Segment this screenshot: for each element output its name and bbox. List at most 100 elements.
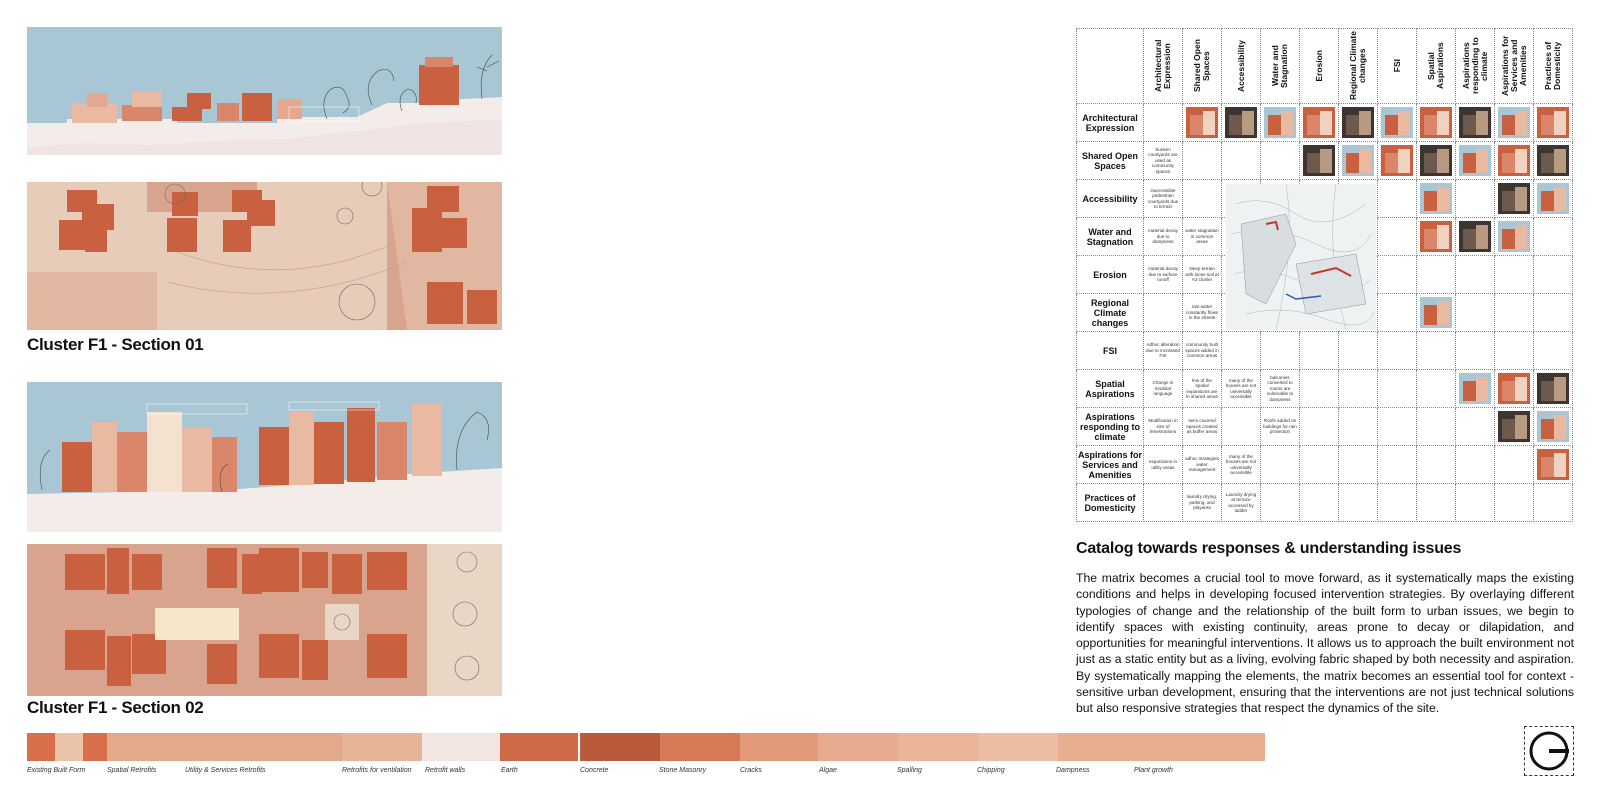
matrix-thumbnail [1420, 145, 1452, 176]
matrix-cell [1299, 445, 1339, 484]
matrix-column-label: FSI [1391, 59, 1402, 73]
matrix-cell: material decay due to dampness [1143, 217, 1183, 256]
matrix-thumbnail [1498, 145, 1530, 176]
matrix-cell [1221, 141, 1261, 180]
matrix-row-header: Aspirations responding to climate [1076, 407, 1144, 446]
matrix-cell-text: water stagnation in common areas [1185, 228, 1219, 245]
matrix-thumbnail [1537, 145, 1569, 176]
matrix-thumbnail [1537, 107, 1569, 138]
matrix-cell [1377, 217, 1417, 256]
matrix-cell: Modification in size of fenestrations [1143, 407, 1183, 446]
section-01-elevation-drawing [27, 27, 502, 155]
matrix-cell [1182, 103, 1222, 142]
matrix-thumbnail [1498, 373, 1530, 404]
matrix-column-label: Shared Open Spaces [1192, 39, 1211, 93]
legend-label: Cracks [740, 767, 762, 774]
matrix-cell-text: steep terrain with loose soil at A3 clus… [1185, 266, 1219, 283]
matrix-cell: semi covered spaces created as buffer ar… [1182, 407, 1222, 446]
matrix-cell [1221, 331, 1261, 370]
matrix-cell [1416, 255, 1456, 294]
matrix-cell [1260, 483, 1300, 522]
matrix-cell [1143, 483, 1183, 522]
matrix-cell [1260, 445, 1300, 484]
matrix-cell [1377, 369, 1417, 408]
matrix-thumbnail [1186, 107, 1218, 138]
matrix-cell [1455, 483, 1495, 522]
matrix-cell [1533, 141, 1573, 180]
legend-label: Retrofits for ventilation [342, 767, 412, 774]
matrix-thumbnail [1459, 221, 1491, 252]
legend-label: Spatial Retrofits [107, 767, 157, 774]
matrix-cell [1533, 103, 1573, 142]
matrix-thumbnail [1420, 183, 1452, 214]
matrix-thumbnail [1381, 145, 1413, 176]
matrix-cell [1533, 407, 1573, 446]
matrix-cell [1299, 483, 1339, 522]
matrix-cell [1455, 369, 1495, 408]
matrix-column-label: Accessibility [1235, 40, 1246, 92]
matrix-row-header: Shared Open Spaces [1076, 141, 1144, 180]
matrix-cell [1494, 445, 1534, 484]
matrix-cell [1338, 483, 1378, 522]
matrix-cell [1455, 103, 1495, 142]
legend-label: Utility & Services Retrofits [185, 767, 266, 774]
matrix-row-header: Water and Stagnation [1076, 217, 1144, 256]
matrix-cell [1299, 141, 1339, 180]
matrix-column-label: Architectural Expression [1153, 39, 1172, 93]
matrix-cell [1338, 445, 1378, 484]
matrix-cell [1494, 407, 1534, 446]
matrix-cell-text: adhoc strategies water management [1185, 456, 1219, 473]
legend-label: Retrofit walls [425, 767, 466, 774]
matrix-cell [1338, 141, 1378, 180]
legend-swatch [660, 733, 740, 761]
matrix-cell [1416, 179, 1456, 218]
matrix-cell [1182, 179, 1222, 218]
matrix-cell [1494, 103, 1534, 142]
matrix-cell: Laundry drying at terrace accessed by la… [1221, 483, 1261, 522]
matrix-cell: expansions in utility areas [1143, 445, 1183, 484]
matrix-cell: balconies converted to rooms are vulnera… [1260, 369, 1300, 408]
matrix-thumbnail [1459, 145, 1491, 176]
matrix-thumbnail [1537, 449, 1569, 480]
matrix-cell [1338, 103, 1378, 142]
matrix-cell [1455, 179, 1495, 218]
matrix-cell [1533, 179, 1573, 218]
matrix-cell [1260, 103, 1300, 142]
matrix-column-label: Aspirations responding to climate [1460, 37, 1489, 95]
matrix-cell [1338, 369, 1378, 408]
section-02-title: Cluster F1 - Section 02 [27, 698, 204, 717]
matrix-cell [1494, 179, 1534, 218]
matrix-row-header: Regional Climate changes [1076, 293, 1144, 332]
matrix-cell [1416, 483, 1456, 522]
matrix-cell [1143, 103, 1183, 142]
brand-logo [1524, 726, 1574, 776]
section-01-title: Cluster F1 - Section 01 [27, 335, 204, 354]
legend-swatch [898, 733, 978, 761]
matrix-thumbnail [1381, 107, 1413, 138]
matrix-thumbnail [1342, 107, 1374, 138]
matrix-cell: laundry drying, parking, and playarea [1182, 483, 1222, 522]
matrix-thumbnail [1264, 107, 1296, 138]
legend-label: Algae [819, 767, 837, 774]
section-02-plan [27, 544, 502, 696]
matrix-cell [1182, 141, 1222, 180]
matrix-column-label: Water and Stagnation [1270, 44, 1289, 88]
legend-label: Chipping [977, 767, 1005, 774]
matrix-thumbnail [1225, 107, 1257, 138]
legend-label: Earth [501, 767, 518, 774]
matrix-cell-text: material decay due to surface runoff [1148, 266, 1178, 283]
matrix-cell [1338, 331, 1378, 370]
matrix-column-header: FSI [1377, 28, 1417, 104]
matrix-thumbnail [1459, 373, 1491, 404]
matrix-cell [1455, 217, 1495, 256]
matrix-column-label: Spatial Aspirations [1426, 42, 1445, 90]
matrix-column-label: Aspirations for Services and Amenities [1499, 35, 1528, 97]
matrix-cell [1533, 445, 1573, 484]
matrix-cell [1299, 407, 1339, 446]
matrix-cell-text: inaccessible pedestrian courtyards due t… [1147, 187, 1179, 209]
matrix-column-header: Water and Stagnation [1260, 28, 1300, 104]
matrix-cell: Roofs added on buildings for rain protec… [1260, 407, 1300, 446]
matrix-cell [1377, 407, 1417, 446]
matrix-cell [1416, 293, 1456, 332]
matrix-cell: adhoc strategies water management [1182, 445, 1222, 484]
